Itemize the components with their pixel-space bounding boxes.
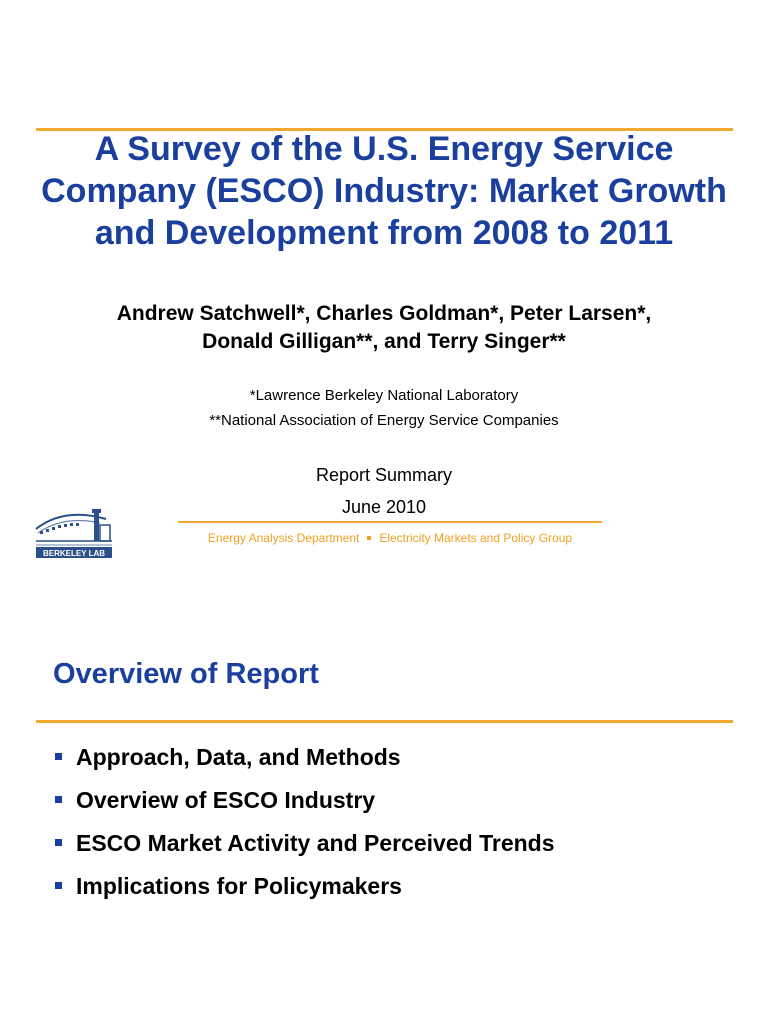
square-bullet-icon: [55, 753, 62, 760]
list-item: ESCO Market Activity and Perceived Trend…: [53, 824, 555, 867]
berkeley-lab-logo: BERKELEY LAB: [34, 505, 114, 561]
overview-title: Overview of Report: [53, 658, 319, 690]
department-name: Energy Analysis Department: [207, 531, 360, 545]
logo-text: BERKELEY LAB: [43, 549, 105, 558]
bullet-text: ESCO Market Activity and Perceived Trend…: [76, 830, 555, 856]
overview-rule: [36, 720, 733, 723]
list-item: Implications for Policymakers: [53, 867, 555, 910]
square-bullet-icon: [55, 796, 62, 803]
footer-rule: [178, 521, 602, 523]
authors: Andrew Satchwell*, Charles Goldman*, Pet…: [40, 300, 728, 356]
title-top-rule: [36, 128, 733, 131]
berkeley-lab-logo-icon: BERKELEY LAB: [35, 509, 112, 558]
overview-bullet-list: Approach, Data, and Methods Overview of …: [53, 738, 555, 910]
bullet-text: Overview of ESCO Industry: [76, 787, 376, 813]
report-title: A Survey of the U.S. Energy Service Comp…: [41, 130, 727, 252]
report-type: Report Summary: [315, 465, 453, 485]
authors-line-2: Donald Gilligan**, and Terry Singer**: [202, 330, 566, 353]
separator-square-icon: [367, 535, 372, 540]
square-bullet-icon: [55, 882, 62, 889]
affiliation-lbnl: *Lawrence Berkeley National Laboratory: [249, 387, 519, 404]
bullet-text: Implications for Policymakers: [76, 873, 402, 899]
list-item: Overview of ESCO Industry: [53, 781, 555, 824]
square-bullet-icon: [55, 839, 62, 846]
department-line: Energy Analysis Department Electricity Ma…: [178, 530, 602, 546]
list-item: Approach, Data, and Methods: [53, 738, 555, 781]
authors-line-1: Andrew Satchwell*, Charles Goldman*, Pet…: [116, 302, 652, 325]
report-date: June 2010: [341, 497, 427, 517]
bullet-text: Approach, Data, and Methods: [76, 744, 401, 770]
affiliation-naesco: **National Association of Energy Service…: [209, 412, 559, 429]
group-name: Electricity Markets and Policy Group: [379, 531, 573, 545]
